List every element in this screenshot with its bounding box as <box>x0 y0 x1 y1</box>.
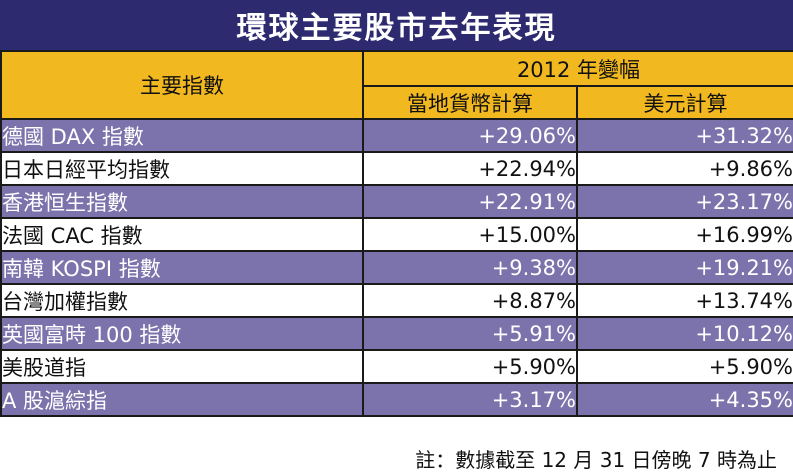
table-row: 美股道指 +5.90% +5.90% <box>0 349 793 384</box>
table-row: 台灣加權指數 +8.87% +13.74% <box>0 283 793 318</box>
page-title: 環球主要股市去年表現 <box>0 0 793 50</box>
usd-change: +31.32% <box>576 118 793 153</box>
table-row: A 股滬綜指 +3.17% +4.35% <box>0 382 793 417</box>
local-change: +5.90% <box>362 349 578 384</box>
usd-change: +13.74% <box>576 283 793 318</box>
header-usd: 美元計算 <box>576 85 793 120</box>
header-change-2012: 2012 年變幅 <box>362 50 793 87</box>
usd-change: +23.17% <box>576 184 793 219</box>
usd-change: +4.35% <box>576 382 793 417</box>
local-change: +5.91% <box>362 316 578 351</box>
local-change: +29.06% <box>362 118 578 153</box>
local-change: +3.17% <box>362 382 578 417</box>
usd-change: +16.99% <box>576 217 793 252</box>
table-row: 法國 CAC 指數 +15.00% +16.99% <box>0 217 793 252</box>
table-row: 英國富時 100 指數 +5.91% +10.12% <box>0 316 793 351</box>
index-name: A 股滬綜指 <box>0 382 364 417</box>
index-name: 法國 CAC 指數 <box>0 217 364 252</box>
local-change: +9.38% <box>362 250 578 285</box>
local-change: +22.91% <box>362 184 578 219</box>
index-name: 美股道指 <box>0 349 364 384</box>
index-name: 日本日經平均指數 <box>0 151 364 186</box>
usd-change: +19.21% <box>576 250 793 285</box>
index-name: 英國富時 100 指數 <box>0 316 364 351</box>
index-name: 香港恒生指數 <box>0 184 364 219</box>
market-table: 主要指數 2012 年變幅 當地貨幣計算 美元計算 德國 DAX 指數 +29.… <box>0 50 793 417</box>
local-change: +22.94% <box>362 151 578 186</box>
table-row: 日本日經平均指數 +22.94% +9.86% <box>0 151 793 186</box>
index-name: 德國 DAX 指數 <box>0 118 364 153</box>
usd-change: +9.86% <box>576 151 793 186</box>
usd-change: +5.90% <box>576 349 793 384</box>
footnote: 註：數據截至 12 月 31 日傍晚 7 時為止 <box>415 448 777 472</box>
header-index: 主要指數 <box>0 50 364 120</box>
table-row: 香港恒生指數 +22.91% +23.17% <box>0 184 793 219</box>
index-name: 南韓 KOSPI 指數 <box>0 250 364 285</box>
index-name: 台灣加權指數 <box>0 283 364 318</box>
usd-change: +10.12% <box>576 316 793 351</box>
local-change: +15.00% <box>362 217 578 252</box>
local-change: +8.87% <box>362 283 578 318</box>
table-row: 南韓 KOSPI 指數 +9.38% +19.21% <box>0 250 793 285</box>
header-local-currency: 當地貨幣計算 <box>362 85 578 120</box>
table-row: 德國 DAX 指數 +29.06% +31.32% <box>0 118 793 153</box>
